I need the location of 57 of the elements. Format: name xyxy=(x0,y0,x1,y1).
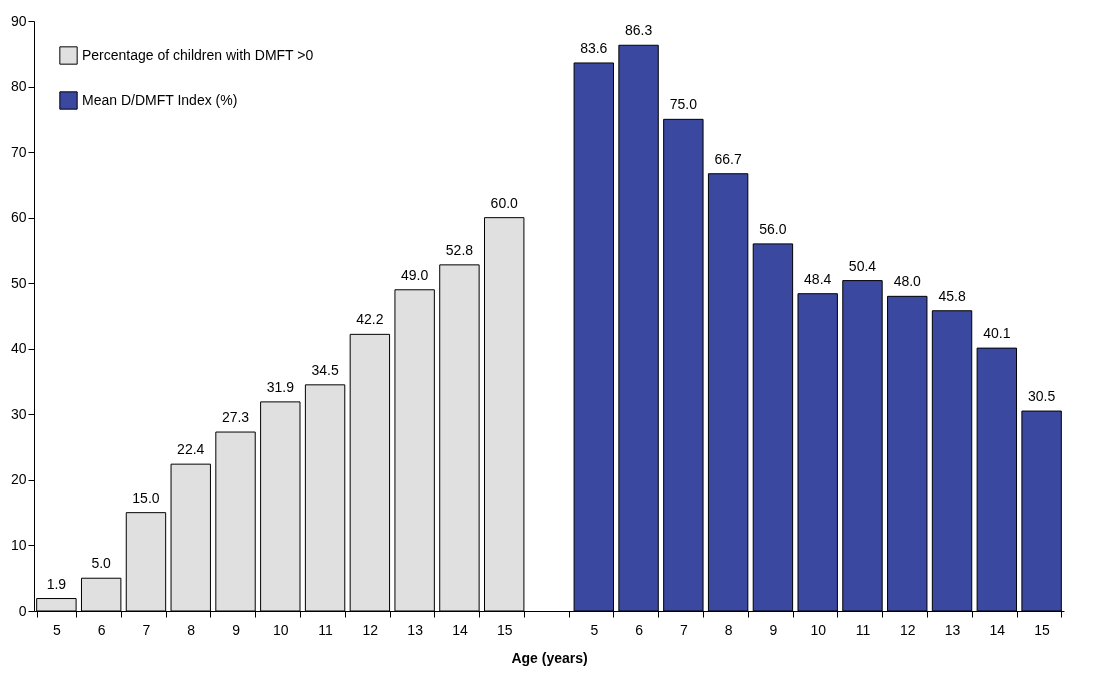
data-label: 56.0 xyxy=(759,220,787,237)
data-label: 15.0 xyxy=(132,489,160,506)
data-label: 52.8 xyxy=(445,241,474,258)
data-label: 60.0 xyxy=(490,194,519,211)
legend-label: Percentage of children with DMFT >0 xyxy=(82,46,314,63)
data-label: 48.4 xyxy=(804,270,832,287)
y-tick-label: 40 xyxy=(10,340,27,357)
data-label: 49.0 xyxy=(401,266,429,283)
x-axis-title: Age (years) xyxy=(511,649,588,666)
data-label: 31.9 xyxy=(266,378,295,395)
x-tick-label: 9 xyxy=(769,621,778,638)
x-tick-label: 15 xyxy=(1034,621,1051,638)
x-tick-label: 13 xyxy=(944,621,961,638)
x-tick-label: 8 xyxy=(724,621,733,638)
y-tick-label: 0 xyxy=(18,602,27,619)
x-tick-label: 14 xyxy=(989,621,1006,638)
data-label: 83.6 xyxy=(580,39,608,56)
x-tick-label: 14 xyxy=(452,621,468,638)
x-tick-label: 12 xyxy=(899,621,916,638)
data-label: 45.8 xyxy=(938,287,966,304)
data-label: 22.4 xyxy=(177,441,205,458)
data-label: 30.5 xyxy=(1027,388,1056,405)
y-tick-label: 10 xyxy=(10,536,27,553)
y-tick-label: 30 xyxy=(10,405,27,422)
data-label: 48.0 xyxy=(893,273,922,290)
y-tick-label: 20 xyxy=(10,471,27,488)
y-tick-label: 70 xyxy=(10,143,27,160)
data-label: 34.5 xyxy=(311,361,339,378)
data-label: 40.1 xyxy=(983,325,1011,342)
y-tick-label: 60 xyxy=(10,209,27,226)
data-label: 75.0 xyxy=(669,96,698,113)
data-label: 1.9 xyxy=(46,575,67,592)
data-label: 5.0 xyxy=(91,555,112,572)
x-tick-label: 10 xyxy=(810,621,827,638)
x-tick-label: 7 xyxy=(142,621,151,638)
x-tick-label: 10 xyxy=(273,621,289,638)
x-tick-label: 15 xyxy=(496,621,513,638)
x-tick-label: 6 xyxy=(97,621,106,638)
x-tick-label: 8 xyxy=(187,621,196,638)
data-label: 86.3 xyxy=(624,22,653,39)
data-label: 66.7 xyxy=(714,150,742,167)
x-tick-label: 11 xyxy=(318,621,334,638)
x-tick-label: 5 xyxy=(590,621,599,638)
x-tick-label: 9 xyxy=(232,621,241,638)
x-tick-label: 13 xyxy=(407,621,424,638)
x-tick-label: 11 xyxy=(855,621,871,638)
data-label: 27.3 xyxy=(221,409,250,426)
x-tick-label: 5 xyxy=(52,621,61,638)
y-tick-label: 50 xyxy=(10,274,27,291)
legend-label: Mean D/DMFT Index (%) xyxy=(82,91,238,108)
data-label: 50.4 xyxy=(848,257,877,274)
y-tick-label: 80 xyxy=(10,78,27,95)
x-tick-label: 6 xyxy=(635,621,644,638)
data-label: 42.2 xyxy=(356,311,384,328)
y-tick-label: 90 xyxy=(10,12,27,29)
x-tick-label: 12 xyxy=(362,621,379,638)
x-tick-label: 7 xyxy=(679,621,688,638)
